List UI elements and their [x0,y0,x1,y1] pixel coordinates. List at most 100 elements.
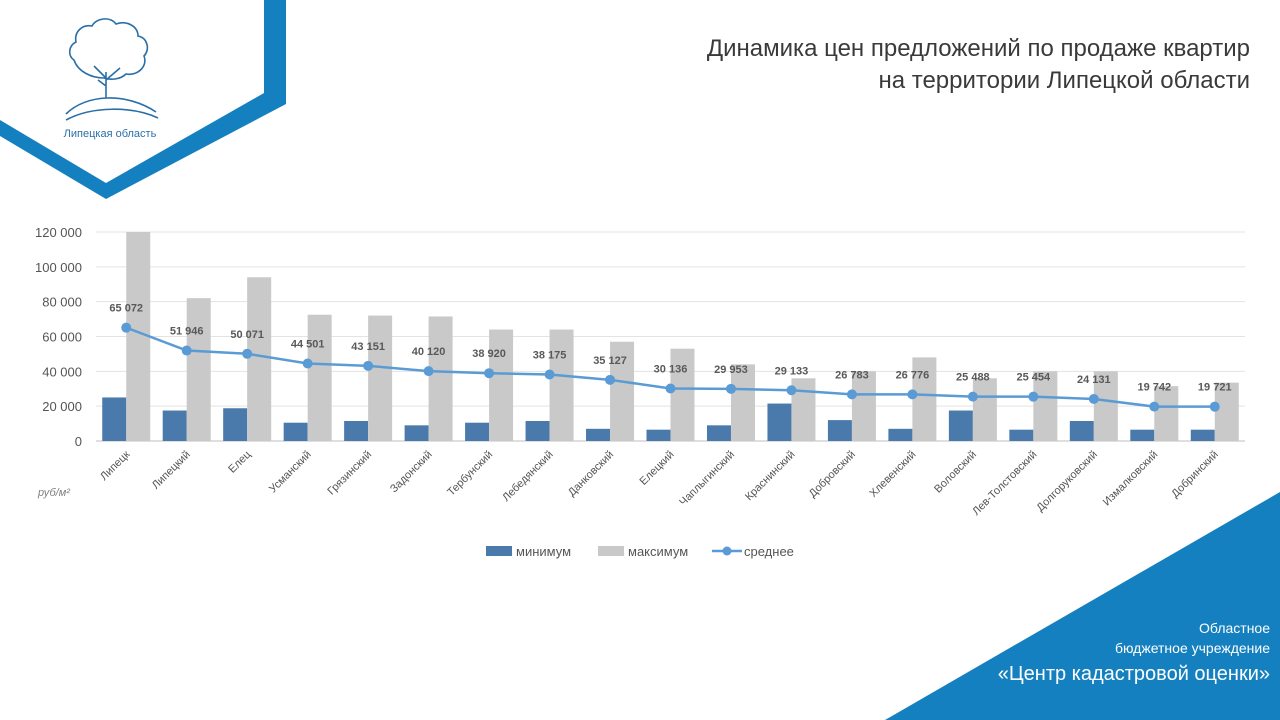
bar-maximum [1214,382,1239,441]
x-tick-label: Данковский [566,449,616,499]
bar-minimum [646,429,671,441]
x-tick-label: Тербунский [445,449,495,499]
bar-minimum [767,403,792,441]
bar-maximum [972,378,997,441]
average-data-label: 29 953 [714,364,748,376]
title-line-2: на территории Липецкой области [878,67,1250,94]
x-tick-label: Липецкий [150,449,193,492]
x-tick-label: Измалковский [1101,449,1161,509]
bar-minimum [1009,429,1034,441]
average-point [302,358,313,369]
x-tick-label: Добринский [1169,449,1221,501]
bar-minimum [888,428,913,441]
average-point [1088,393,1099,404]
bar-minimum [827,420,852,441]
org-line-1: Областное [1199,620,1270,636]
legend-label-average: среднее [744,544,794,559]
average-data-label: 38 175 [533,350,567,362]
org-line-2: бюджетное учреждение [1114,640,1270,656]
bar-maximum [247,277,272,441]
average-point [907,389,918,400]
chart-bars [102,232,1239,441]
bar-minimum [948,410,973,441]
average-point [725,383,736,394]
average-data-label: 19 742 [1137,382,1171,394]
bar-minimum [1130,429,1155,441]
x-tick-label: Елецкий [638,449,677,488]
x-tick-label: Липецк [98,449,132,483]
bar-maximum [307,314,332,441]
x-tick-label: Елец [226,448,253,475]
average-point [181,345,192,356]
x-tick-label: Долгоруковский [1034,449,1100,515]
bar-maximum [610,341,635,441]
bar-maximum [186,298,211,441]
average-data-label: 24 131 [1077,374,1111,386]
y-tick-label: 120 000 [35,225,82,240]
bar-minimum [162,410,187,441]
average-point [423,366,434,377]
average-point [786,385,797,396]
bar-maximum [670,348,695,441]
x-tick-label: Краснинский [743,449,797,503]
average-data-label: 29 133 [775,365,809,377]
average-point [1149,401,1160,412]
bar-minimum [586,428,611,441]
bar-minimum [283,422,308,441]
x-tick-label: Усманский [267,449,314,496]
average-point [665,383,676,394]
average-data-label: 19 721 [1198,382,1232,394]
average-line: 65 072 51 946 50 071 44 501 43 151 40 120 38 9… [109,303,1232,412]
average-point [121,322,132,333]
bar-maximum [730,364,755,441]
legend-swatch-minimum [486,546,512,556]
average-data-label: 40 120 [412,346,446,358]
average-data-label: 65 072 [109,303,143,315]
legend-marker-average [722,546,732,556]
bar-maximum [489,329,514,441]
bottom-right-triangle [885,492,1280,720]
x-tick-label: Грязинский [325,449,374,498]
bar-minimum [344,420,369,441]
average-point [1209,401,1220,412]
average-point [363,360,374,371]
bar-maximum [851,371,876,441]
average-point [242,348,253,359]
bar-minimum [706,425,731,441]
bar-maximum [1093,371,1118,441]
bar-maximum [549,329,574,441]
bar-maximum [1154,386,1179,441]
x-tick-label: Лев-Толстовский [970,449,1039,518]
x-axis: Липецк Липецкий Елец Усманский Грязинский Зад… [98,448,1221,518]
logo-label: Липецкая область [63,128,157,140]
average-data-label: 50 071 [230,329,264,341]
organization-block: Областное бюджетное учреждение «Центр ка… [940,618,1270,688]
average-point [544,369,555,380]
bar-maximum [1033,371,1058,441]
average-data-label: 51 946 [170,326,204,338]
page-title: Динамика цен предложений по продаже квар… [490,33,1250,97]
average-data-label: 26 783 [835,369,869,381]
x-tick-label: Хлевенский [867,449,918,500]
bar-maximum [428,316,453,441]
x-tick-label: Задонский [388,449,435,496]
bar-minimum [223,408,248,441]
average-data-label: 35 127 [593,355,627,367]
y-tick-label: 60 000 [42,330,82,345]
average-point [605,374,616,385]
y-tick-label: 0 [75,434,82,449]
tree-logo-icon [65,18,159,121]
average-point [846,389,857,400]
y-tick-label: 20 000 [42,399,82,414]
average-data-label: 30 136 [654,364,688,376]
chart-legend: минимум максимум среднее [486,544,794,559]
legend-label-minimum: минимум [516,544,571,559]
legend-swatch-maximum [598,546,624,556]
y-tick-label: 100 000 [35,260,82,275]
y-axis-unit-label: руб/м² [37,487,70,499]
bar-minimum [404,425,429,441]
average-data-label: 25 454 [1017,372,1052,384]
average-data-label: 44 501 [291,338,325,350]
